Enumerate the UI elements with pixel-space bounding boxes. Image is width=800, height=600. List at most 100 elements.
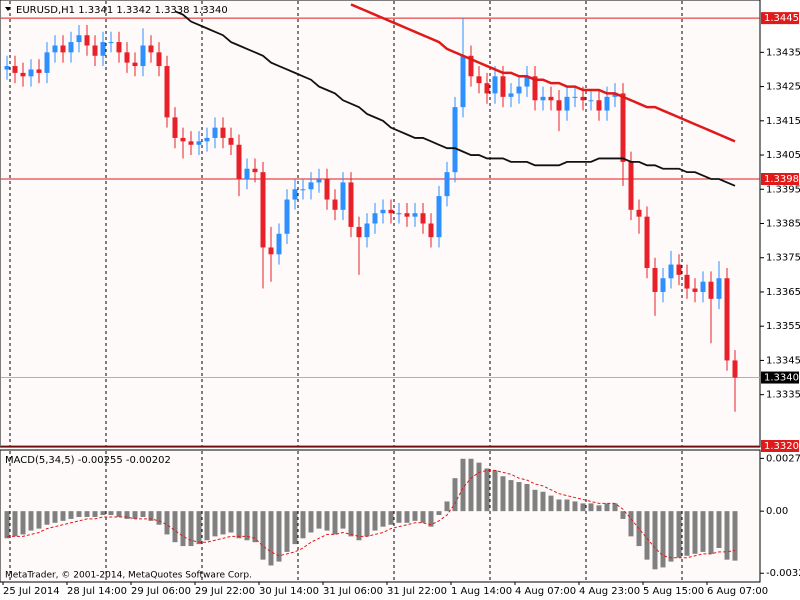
candle-body — [636, 209, 642, 217]
candle-body — [364, 223, 370, 238]
moving-average — [350, 3, 736, 143]
candle-body — [668, 264, 674, 279]
candle-body — [548, 96, 554, 101]
macd-bar — [500, 476, 506, 512]
y-tick-label: 1.3335 — [766, 390, 800, 401]
candle-body — [468, 55, 474, 77]
candle-body — [348, 182, 354, 227]
chart-title: EURUSD,H1 1.3341 1.3342 1.3338 1.3340 — [16, 5, 228, 16]
menu-arrow[interactable] — [5, 7, 11, 11]
level-label: 1.3398 — [764, 174, 799, 185]
macd-bar — [564, 499, 570, 512]
macd-bar — [4, 511, 10, 539]
macd-bar — [396, 511, 402, 523]
candle-body — [292, 189, 298, 200]
macd-bar — [420, 511, 426, 523]
y-tick-label: 0.00 — [766, 506, 788, 517]
y-tick-label: 1.3355 — [766, 321, 800, 332]
candle-body — [708, 281, 714, 299]
candle-body — [76, 35, 82, 43]
x-tick-label: 31 Jul 22:00 — [387, 586, 447, 597]
y-tick-label: 1.3415 — [766, 116, 800, 127]
candle-body — [12, 66, 18, 73]
macd-bar — [116, 511, 122, 517]
candle-body — [572, 96, 578, 98]
candle-body — [532, 76, 538, 101]
macd-bar — [612, 503, 618, 512]
macd-bar — [508, 480, 514, 512]
candle-body — [156, 52, 162, 67]
candle-body — [484, 83, 490, 94]
candle-body — [676, 264, 682, 275]
level-label: 1.3340 — [764, 373, 799, 384]
macd-bar — [492, 470, 498, 512]
candle-body — [228, 137, 234, 145]
candle-body — [716, 278, 722, 299]
y-tick-label: 1.3365 — [766, 287, 800, 298]
y-tick-label: 1.3385 — [766, 219, 800, 230]
candle-body — [412, 213, 418, 217]
x-tick-label: 28 Jul 14:00 — [67, 586, 127, 597]
candle-body — [500, 76, 506, 97]
candle-body — [644, 216, 650, 268]
candle-body — [332, 199, 338, 210]
macd-bar — [460, 458, 466, 512]
macd-bar — [276, 511, 282, 562]
candle-body — [108, 42, 114, 44]
y-tick-label: -0.0032 — [766, 568, 800, 579]
level-box — [761, 12, 799, 25]
level-box — [761, 371, 799, 384]
macd-bar — [308, 511, 314, 533]
macd-bar — [540, 491, 546, 512]
macd-bar — [300, 511, 306, 539]
candle-body — [620, 93, 626, 162]
macd-bar — [236, 511, 242, 539]
macd-bar — [572, 501, 578, 512]
macd-bar — [388, 511, 394, 525]
level-box — [761, 440, 799, 452]
candle-body — [604, 96, 610, 111]
macd-bar — [524, 483, 530, 512]
candle-body — [124, 52, 130, 63]
macd-bar — [36, 511, 42, 529]
candle-body — [508, 93, 514, 97]
macd-bar — [44, 511, 50, 525]
candle-body — [596, 100, 602, 111]
candle-body — [556, 100, 562, 111]
level-box — [761, 173, 799, 185]
macd-bar — [268, 511, 274, 566]
macd-bar — [172, 511, 178, 543]
y-tick-label: 1.3375 — [766, 253, 800, 264]
macd-bar — [284, 511, 290, 552]
candle-body — [724, 278, 730, 361]
macd-bar — [604, 503, 610, 512]
candle-body — [276, 233, 282, 255]
macd-bar — [596, 505, 602, 512]
candle-body — [244, 168, 250, 179]
candle-body — [732, 360, 738, 378]
x-tick-label: 5 Aug 15:00 — [643, 586, 704, 597]
macd-bar — [132, 511, 138, 519]
macd-bar — [476, 462, 482, 512]
candle-body — [580, 96, 586, 101]
macd-bar — [292, 511, 298, 545]
x-tick-label: 4 Aug 07:00 — [515, 586, 576, 597]
macd-bar — [532, 489, 538, 512]
macd-bar — [724, 511, 730, 560]
macd-bar — [356, 511, 362, 541]
macd-bar — [196, 511, 202, 545]
candle-body — [684, 274, 690, 289]
candle-body — [132, 62, 138, 67]
level-label: 1.3445 — [764, 13, 799, 24]
macd-bar — [332, 511, 338, 535]
x-tick-label: 29 Jul 06:00 — [131, 586, 191, 597]
candle-body — [220, 127, 226, 138]
macd-bar — [76, 511, 82, 517]
candle-body — [588, 100, 594, 102]
candle-body — [316, 179, 322, 183]
macd-bar — [348, 511, 354, 537]
macd-bar — [716, 511, 722, 549]
macd-bar — [708, 511, 714, 554]
macd-bar — [228, 511, 234, 533]
macd-bar — [252, 511, 258, 543]
